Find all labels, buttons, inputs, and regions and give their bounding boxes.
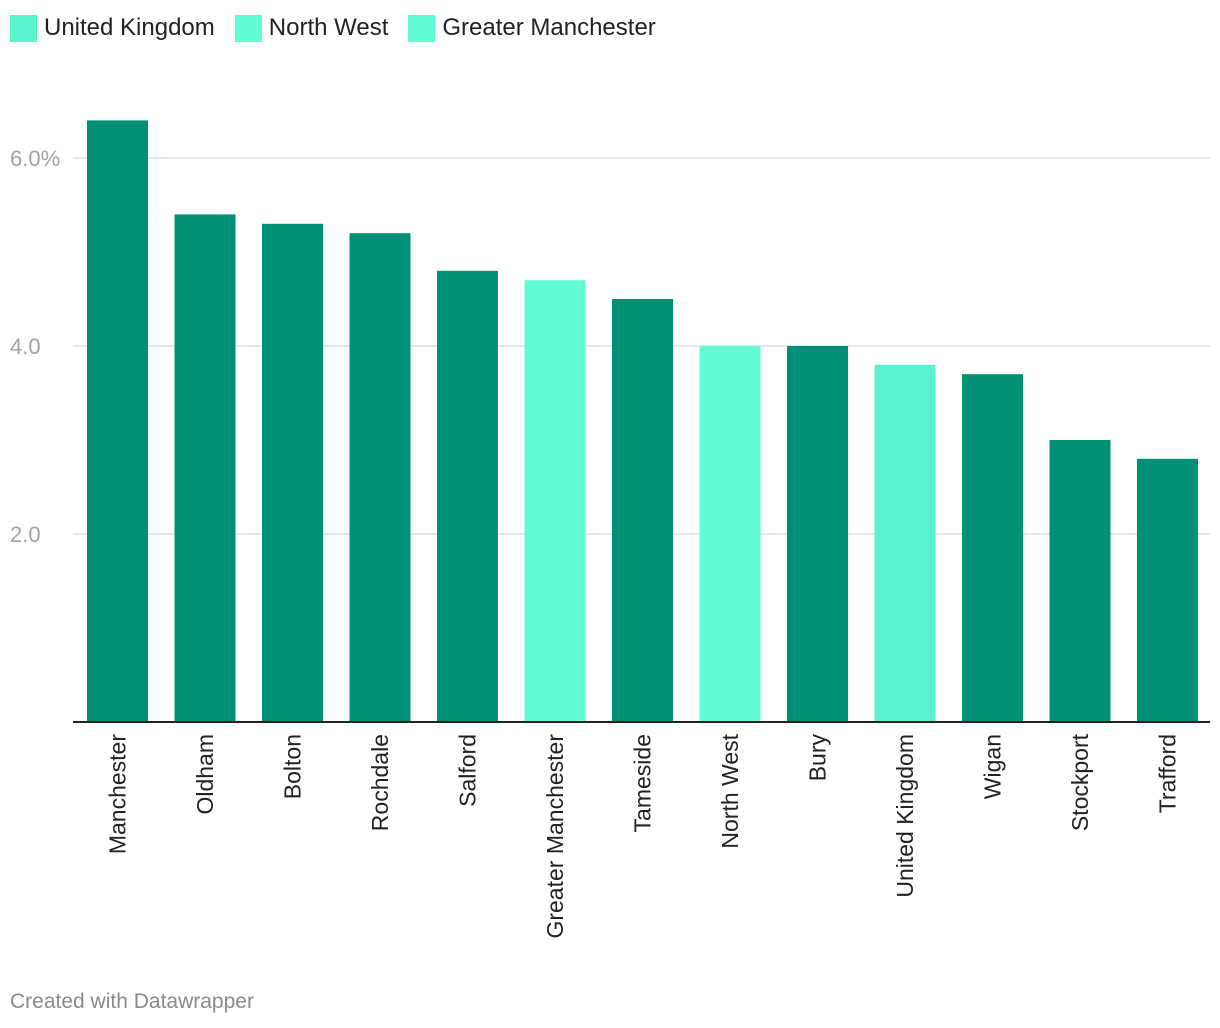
bar-rochdale <box>349 233 411 722</box>
category-labels-layer: Manchester Oldham Bolton Rochdale Salford Gre… <box>105 733 1181 938</box>
x-category-label-manchester: Manchester <box>105 734 131 855</box>
legend-item-greater-manchester: Greater Manchester <box>408 14 656 42</box>
legend-swatch-united-kingdom <box>10 14 37 42</box>
x-category-label-greater-manchester: Greater Manchester <box>542 734 568 939</box>
legend-item-north-west: North West <box>234 14 389 42</box>
bar-tameside <box>612 299 673 722</box>
legend-swatch-greater-manchester <box>408 14 436 42</box>
bar-bolton <box>262 223 323 723</box>
bar-wigan <box>962 374 1023 722</box>
x-category-label-north-west: North West <box>717 733 743 848</box>
bar-united-kingdom <box>874 364 936 722</box>
bar-salford <box>437 270 498 722</box>
bars-layer <box>87 120 1198 723</box>
bar-bury <box>787 346 848 722</box>
bar-oldham <box>174 214 236 722</box>
bar-north-west <box>699 346 761 722</box>
legend-swatch-north-west <box>234 14 262 42</box>
x-category-label-stockport: Stockport <box>1067 733 1093 831</box>
legend-label-greater-manchester: Greater Manchester <box>442 14 656 41</box>
x-category-label-wigan: Wigan <box>980 734 1006 799</box>
bar-chart: 2.0 4.0 6.0% Manchester Oldham Bolton Rochdal… <box>10 120 1210 939</box>
x-category-label-trafford: Trafford <box>1155 734 1181 813</box>
legend-item-united-kingdom: United Kingdom <box>10 14 215 42</box>
x-category-label-salford: Salford <box>455 734 481 807</box>
chart-legend: United Kingdom North West Greater Manche… <box>10 12 676 44</box>
y-tick-label-0: 2.0 <box>10 522 41 547</box>
x-category-label-tameside: Tameside <box>630 734 656 832</box>
x-category-label-rochdale: Rochdale <box>367 734 393 831</box>
y-tick-label-1: 4.0 <box>10 334 41 359</box>
x-category-label-oldham: Oldham <box>192 734 218 815</box>
legend-label-north-west: North West <box>268 14 389 41</box>
bar-manchester <box>87 120 148 722</box>
legend-label-united-kingdom: United Kingdom <box>44 14 215 41</box>
x-category-label-bolton: Bolton <box>280 734 306 799</box>
bar-greater-manchester <box>524 280 586 722</box>
footer-credit: Created with Datawrapper <box>10 990 254 1013</box>
bar-stockport <box>1049 440 1111 722</box>
y-tick-label-2: 6.0% <box>10 146 60 171</box>
x-category-label-united-kingdom: United Kingdom <box>892 734 918 898</box>
bar-trafford <box>1137 458 1198 722</box>
x-category-label-bury: Bury <box>805 734 831 782</box>
